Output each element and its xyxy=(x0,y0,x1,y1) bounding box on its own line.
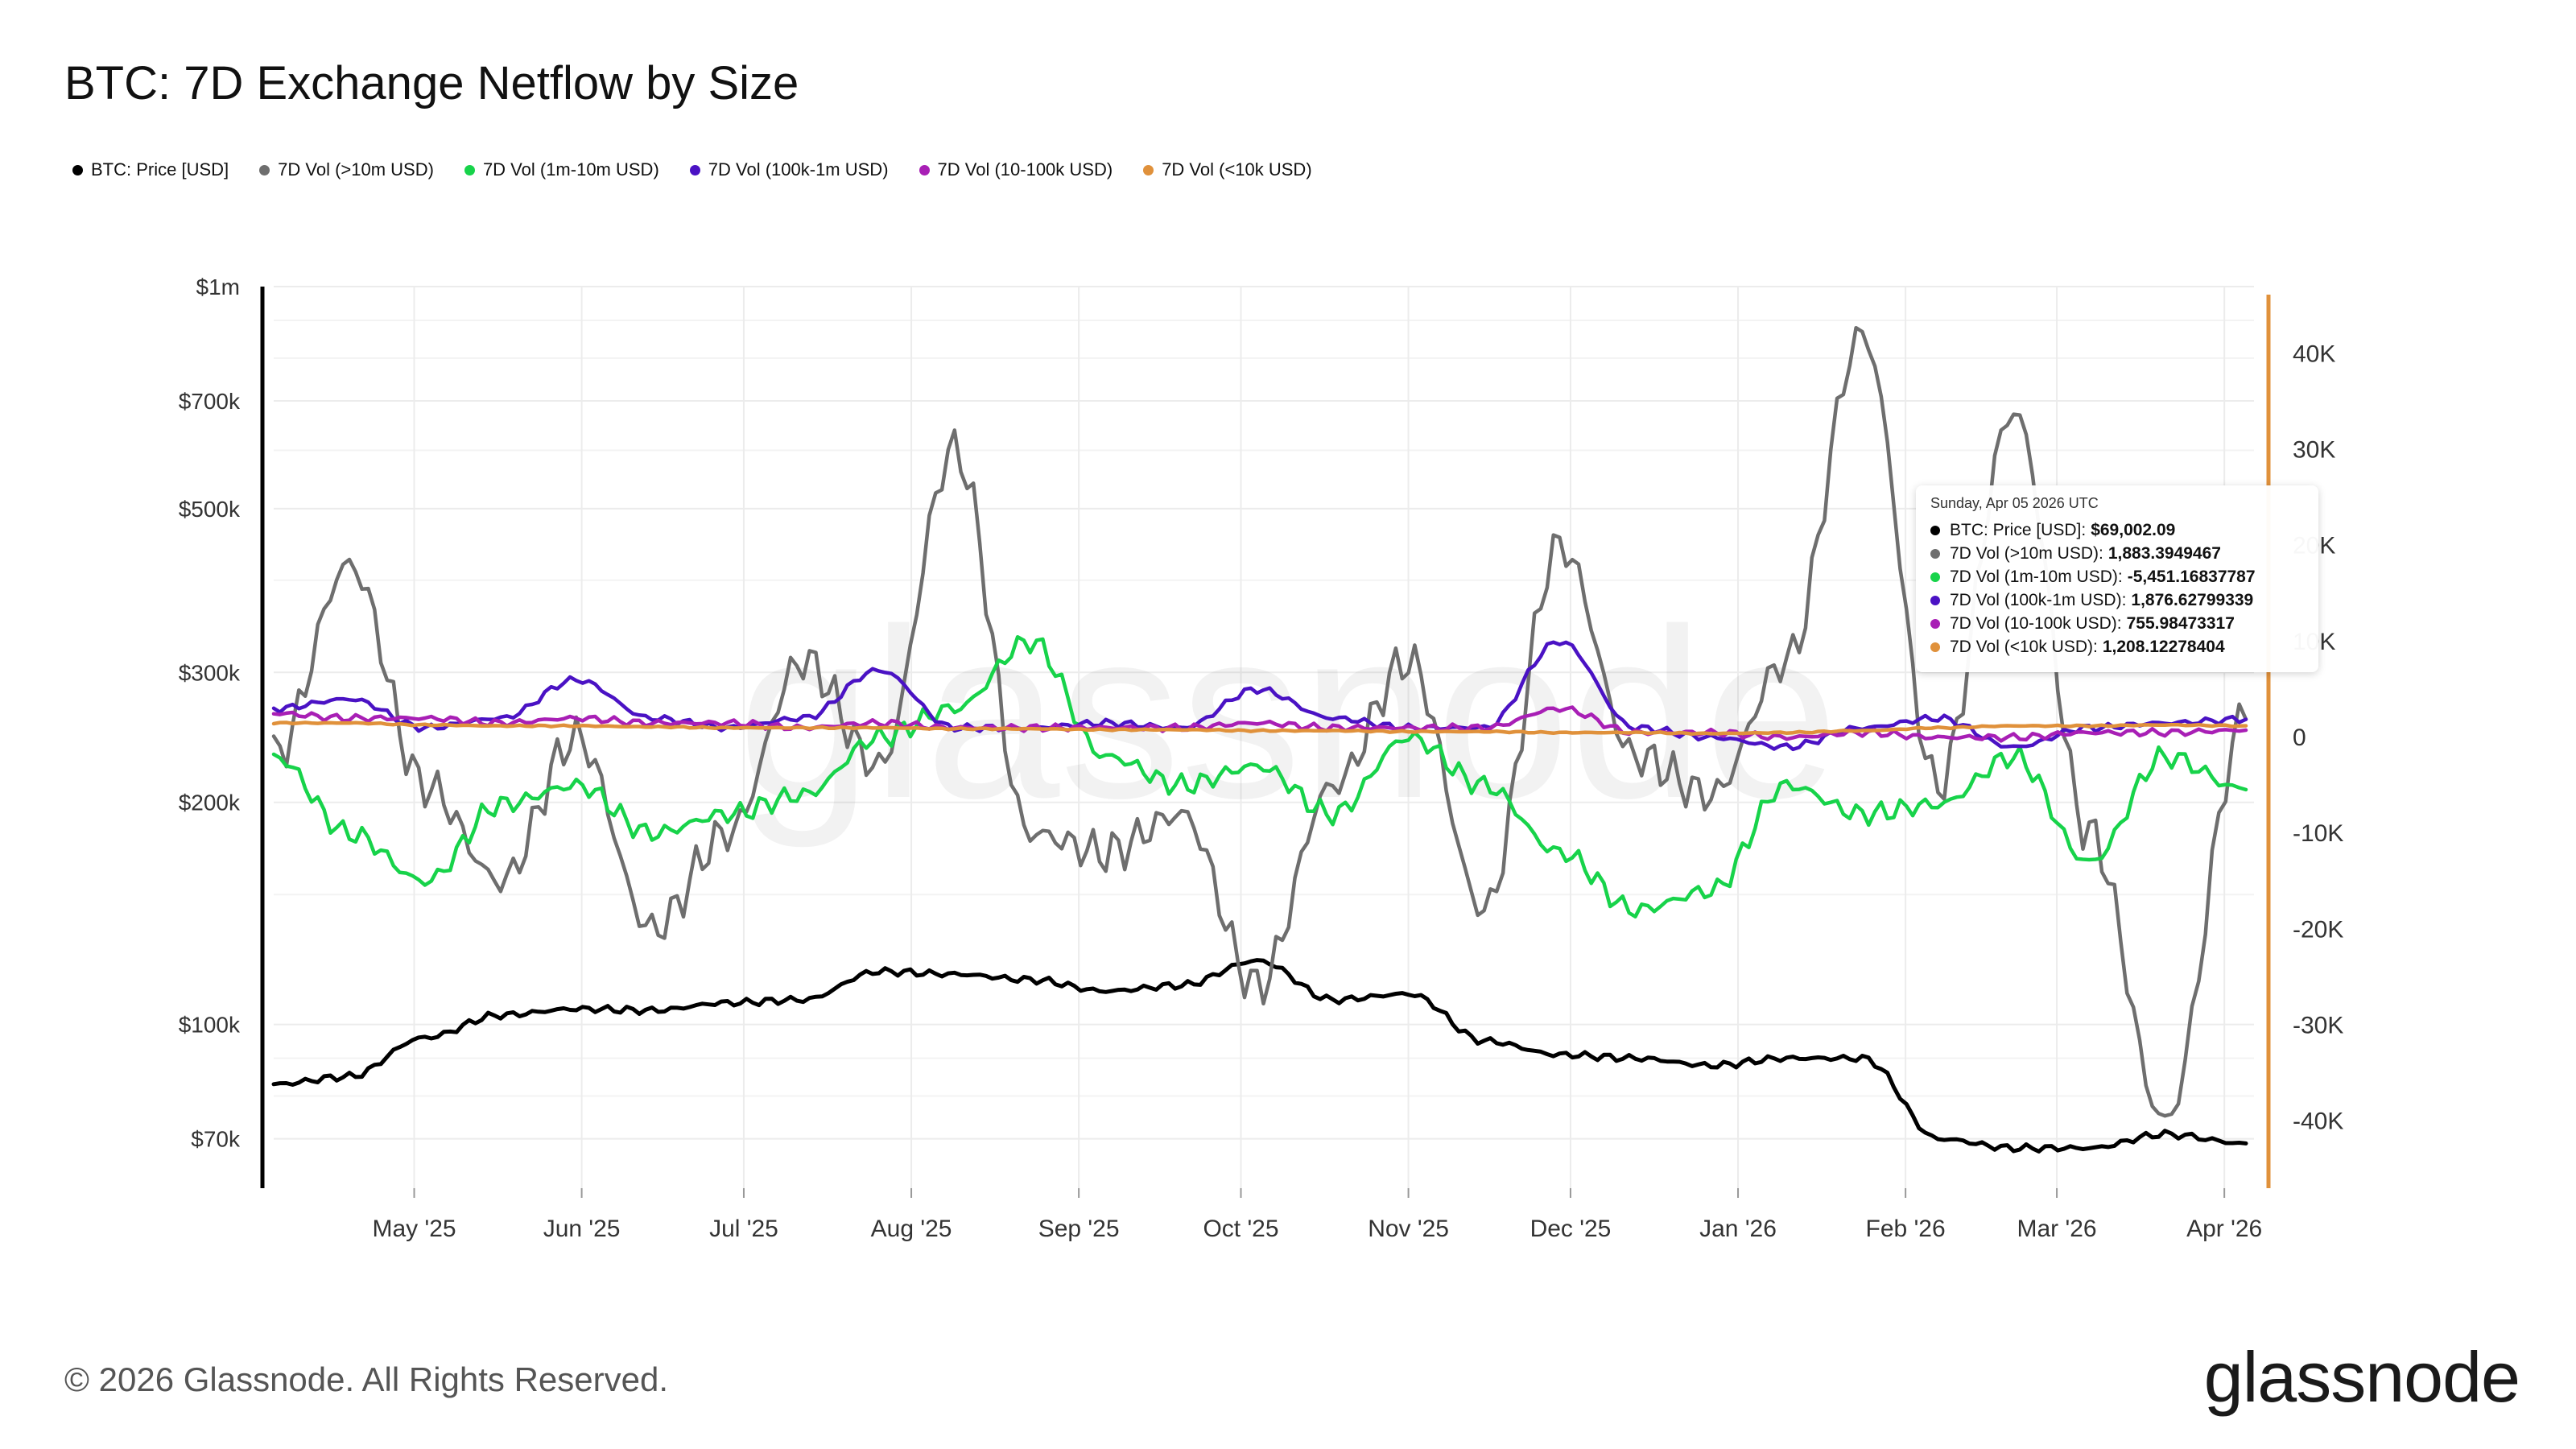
y-right-tick-label: 30K xyxy=(2293,437,2335,464)
tooltip-dot xyxy=(1930,572,1940,582)
tooltip-value: 1,876.62799339 xyxy=(2131,590,2254,609)
hover-tooltip: Sunday, Apr 05 2026 UTC BTC: Price [USD]… xyxy=(1916,485,2318,672)
legend-item-price[interactable]: BTC: Price [USD] xyxy=(72,159,229,180)
legend-dot xyxy=(1143,164,1154,175)
x-tick-label: May '25 xyxy=(372,1216,456,1242)
legend-label: BTC: Price [USD] xyxy=(91,159,229,180)
x-tick-label: Mar '26 xyxy=(2017,1216,2097,1242)
tooltip-dot xyxy=(1930,642,1940,652)
legend-dot xyxy=(689,164,700,175)
y-left-tick-label: $70k xyxy=(191,1127,241,1152)
tooltip-label: 7D Vol (10-100k USD): xyxy=(1950,613,2122,633)
chart-title: BTC: 7D Exchange Netflow by Size xyxy=(64,57,799,109)
x-tick-label: Jan '26 xyxy=(1699,1216,1777,1242)
tooltip-date: Sunday, Apr 05 2026 UTC xyxy=(1930,495,2099,511)
legend-label: 7D Vol (1m-10m USD) xyxy=(482,159,659,180)
tooltip-row-gt10m: 7D Vol (>10m USD): 1,883.3949467 xyxy=(1930,542,2304,565)
tooltip-dot xyxy=(1930,525,1940,535)
y-right-tick-label: -20K xyxy=(2293,916,2343,943)
tooltip-label: 7D Vol (100k-1m USD): xyxy=(1950,590,2127,609)
tooltip-value: 755.98473317 xyxy=(2126,613,2235,633)
legend-item-10-100k[interactable]: 7D Vol (10-100k USD) xyxy=(919,159,1113,180)
tooltip-row-price: BTC: Price [USD]: $69,002.09 xyxy=(1930,518,2304,542)
tooltip-dot xyxy=(1930,618,1940,629)
tooltip-dot xyxy=(1930,595,1940,605)
tooltip-label: 7D Vol (<10k USD): xyxy=(1950,637,2098,656)
legend-item-1m-10m[interactable]: 7D Vol (1m-10m USD) xyxy=(464,159,659,180)
series-lines xyxy=(271,325,2248,1154)
legend-item-gt10m[interactable]: 7D Vol (>10m USD) xyxy=(259,159,434,180)
watermark: glassnode xyxy=(737,578,1839,850)
legend-dot xyxy=(464,164,475,175)
legend-label: 7D Vol (<10k USD) xyxy=(1162,159,1312,180)
series-line-7d-vol-100k-1m-usd xyxy=(271,640,2248,752)
y-right-tick-label: -40K xyxy=(2293,1108,2343,1135)
tooltip-value: 1,208.12278404 xyxy=(2102,637,2225,656)
legend-label: 7D Vol (100k-1m USD) xyxy=(708,159,889,180)
x-tick-label: Sep '25 xyxy=(1038,1216,1120,1242)
series-line-7d-vol-10k-usd xyxy=(271,720,2248,737)
y-left-tick-label: $300k xyxy=(179,660,241,685)
grid xyxy=(274,286,2254,1188)
legend-label: 7D Vol (>10m USD) xyxy=(278,159,434,180)
tooltip-row-100k-1m: 7D Vol (100k-1m USD): 1,876.62799339 xyxy=(1930,588,2304,612)
y-left-tick-label: $700k xyxy=(179,389,241,414)
legend-dot xyxy=(919,164,930,175)
tooltip-value: $69,002.09 xyxy=(2091,520,2176,539)
tooltip-value: -5,451.16837787 xyxy=(2127,567,2256,586)
series-line-7d-vol-10m-usd xyxy=(271,325,2248,1118)
tooltip-value: 1,883.3949467 xyxy=(2107,543,2221,563)
tooltip-row-10-100k: 7D Vol (10-100k USD): 755.98473317 xyxy=(1930,612,2304,635)
y-right-tick-label: 0 xyxy=(2293,724,2306,751)
legend-label: 7D Vol (10-100k USD) xyxy=(937,159,1113,180)
series-line-btc-price-usd xyxy=(271,958,2248,1154)
x-tick-label: Dec '25 xyxy=(1530,1216,1612,1242)
y-left-tick-label: $200k xyxy=(179,791,241,815)
tooltip-label: 7D Vol (1m-10m USD): xyxy=(1950,567,2123,586)
x-tick-label: Nov '25 xyxy=(1368,1216,1449,1242)
x-tick-label: Jun '25 xyxy=(543,1216,621,1242)
legend-dot xyxy=(259,164,270,175)
x-tick-label: Aug '25 xyxy=(871,1216,952,1242)
x-tick-label: Jul '25 xyxy=(709,1216,778,1242)
brand-logo: glassnode xyxy=(2203,1337,2520,1417)
y-left-tick-label: $1m xyxy=(196,275,240,299)
y-right-tick-label: -10K xyxy=(2293,820,2343,847)
y-left-tick-label: $100k xyxy=(179,1013,241,1038)
copyright: © 2026 Glassnode. All Rights Reserved. xyxy=(64,1360,669,1398)
x-tick-label: Oct '25 xyxy=(1203,1216,1278,1242)
x-tick-label: Apr '26 xyxy=(2186,1216,2262,1242)
legend-dot xyxy=(72,164,83,175)
tooltip-row-lt10k: 7D Vol (<10k USD): 1,208.12278404 xyxy=(1930,635,2304,658)
legend-item-lt10k[interactable]: 7D Vol (<10k USD) xyxy=(1143,159,1312,180)
tooltip-dot xyxy=(1930,548,1940,559)
series-line-7d-vol-1m-10m-usd xyxy=(271,634,2248,919)
y-left-tick-label: $500k xyxy=(179,497,241,522)
x-tick-label: Feb '26 xyxy=(1866,1216,1946,1242)
series-line-7d-vol-10-100k-usd xyxy=(271,705,2248,743)
y-right-tick-label: 40K xyxy=(2293,341,2335,367)
legend: BTC: Price [USD] 7D Vol (>10m USD) 7D Vo… xyxy=(72,158,1343,182)
tooltip-label: BTC: Price [USD]: xyxy=(1950,520,2087,539)
legend-item-100k-1m[interactable]: 7D Vol (100k-1m USD) xyxy=(689,159,889,180)
tooltip-label: 7D Vol (>10m USD): xyxy=(1950,543,2103,563)
tooltip-row-1m-10m: 7D Vol (1m-10m USD): -5,451.16837787 xyxy=(1930,565,2304,588)
y-right-tick-label: -30K xyxy=(2293,1012,2343,1038)
